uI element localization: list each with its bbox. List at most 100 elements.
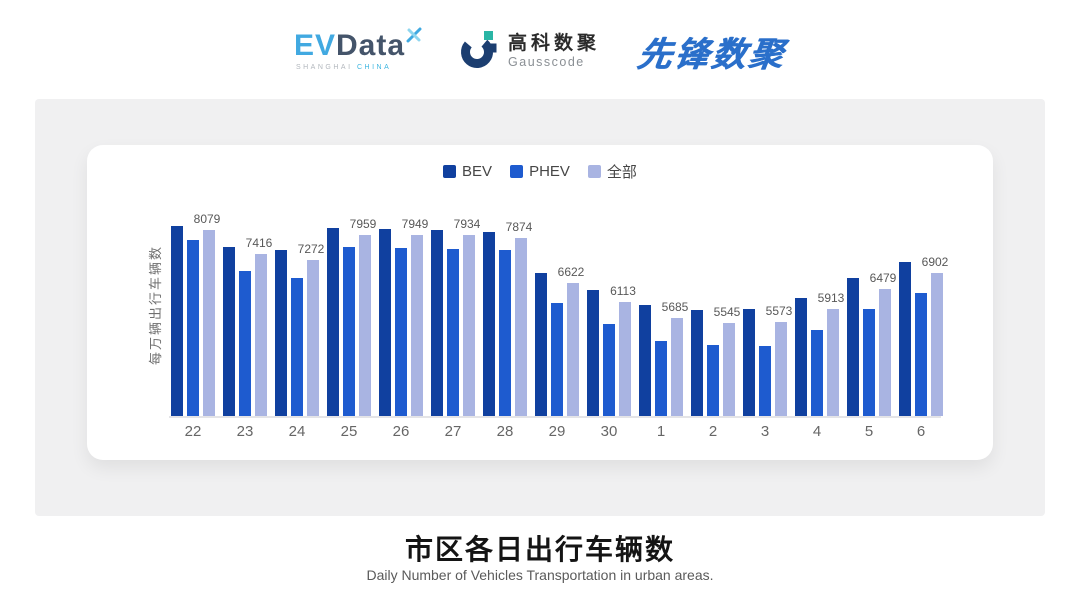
- gausscode-logo: 高科数聚 Gausscode: [459, 28, 600, 75]
- bar-value-label: 7272: [297, 241, 325, 256]
- x-axis-label: 23: [236, 423, 254, 440]
- bar-PHEV[interactable]: [707, 345, 719, 416]
- bar-BEV[interactable]: [483, 232, 495, 416]
- bar-PHEV[interactable]: [239, 271, 251, 416]
- bar-BEV[interactable]: [535, 272, 547, 416]
- bar-全部[interactable]: [619, 302, 631, 416]
- legend-item-BEV[interactable]: BEV: [443, 163, 492, 180]
- bar-BEV[interactable]: [899, 262, 911, 416]
- bar-全部[interactable]: [723, 322, 735, 416]
- plot-area: 8079 7416 7272 7959 7949 7934 7874 6622 6113 5685…: [167, 145, 949, 416]
- bar-BEV[interactable]: [795, 298, 807, 416]
- chart-legend: BEV PHEV 全部: [87, 161, 993, 182]
- bar-value-label: 7934: [453, 217, 481, 232]
- bar-BEV[interactable]: [587, 290, 599, 416]
- bar-BEV[interactable]: [743, 308, 755, 416]
- page-subtitle: Daily Number of Vehicles Transportation …: [366, 567, 714, 583]
- bar-PHEV[interactable]: [291, 278, 303, 416]
- bar-group: 7416: [219, 145, 272, 416]
- bar-PHEV[interactable]: [499, 250, 511, 416]
- legend-label: 全部: [606, 164, 637, 181]
- bar-PHEV[interactable]: [811, 330, 823, 416]
- page-title: 市区各日出行车辆数: [404, 534, 675, 565]
- bar-group: 6113: [583, 145, 636, 416]
- evdata-ev-text: EV: [293, 29, 336, 62]
- bar-全部[interactable]: [203, 230, 215, 416]
- bar-group: 7959: [323, 145, 376, 416]
- evdata-x-icon: [406, 19, 422, 49]
- bar-group: 7874: [479, 145, 532, 416]
- x-axis-label: 1: [656, 423, 666, 440]
- bar-group: 6622: [531, 145, 584, 416]
- bar-BEV[interactable]: [847, 277, 859, 416]
- bar-group: 6479: [843, 145, 897, 416]
- bar-全部[interactable]: [411, 234, 423, 416]
- bar-全部[interactable]: [255, 254, 267, 416]
- evdata-sub-china: CHINA: [356, 64, 392, 71]
- bar-全部[interactable]: [775, 321, 787, 416]
- bar-group: 5913: [791, 145, 844, 416]
- bar-group: 5685: [635, 145, 688, 416]
- bar-PHEV[interactable]: [655, 341, 667, 416]
- bar-BEV[interactable]: [275, 249, 287, 416]
- x-axis-line: [169, 416, 941, 418]
- bar-全部[interactable]: [671, 317, 683, 416]
- bar-全部[interactable]: [879, 288, 891, 416]
- bar-value-label: 7949: [401, 216, 429, 231]
- bar-BEV[interactable]: [327, 228, 339, 416]
- bar-PHEV[interactable]: [187, 239, 199, 416]
- bar-BEV[interactable]: [639, 304, 651, 416]
- x-axis-label: 3: [760, 423, 770, 440]
- x-axis-label: 22: [184, 423, 202, 440]
- legend-label: BEV: [462, 163, 493, 180]
- bar-PHEV[interactable]: [759, 346, 771, 416]
- bar-PHEV[interactable]: [447, 248, 459, 416]
- x-axis-label: 27: [444, 423, 462, 440]
- bar-全部[interactable]: [567, 283, 579, 416]
- x-axis-label: 6: [916, 423, 926, 440]
- bar-全部[interactable]: [359, 234, 371, 416]
- xianfeng-logo: 先锋数聚: [634, 35, 789, 74]
- bar-全部[interactable]: [827, 309, 839, 416]
- bar-BEV[interactable]: [379, 229, 391, 416]
- x-axis-label: 4: [812, 423, 822, 440]
- bar-BEV[interactable]: [171, 225, 183, 416]
- x-axis-label: 30: [600, 423, 618, 440]
- legend-marker-icon: [587, 165, 601, 178]
- bar-value-label: 6479: [869, 270, 897, 285]
- bar-group: 8079: [167, 145, 221, 416]
- gausscode-en-name: Gausscode: [508, 55, 585, 69]
- x-axis-label: 5: [864, 423, 874, 440]
- legend-item-PHEV[interactable]: PHEV: [510, 163, 570, 180]
- bar-PHEV[interactable]: [343, 246, 355, 416]
- bar-全部[interactable]: [515, 237, 527, 416]
- legend-label: PHEV: [529, 163, 570, 180]
- bar-group: 5545: [687, 145, 740, 416]
- bar-PHEV[interactable]: [551, 302, 563, 416]
- legend-marker-icon: [510, 165, 524, 178]
- legend-marker-icon: [443, 165, 457, 178]
- x-axis-label: 2: [708, 423, 718, 440]
- bar-value-label: 8079: [193, 212, 221, 227]
- bar-group: 5573: [739, 145, 792, 416]
- chart-card: BEV PHEV 全部 每万辆出行车辆数 8079 7416 7272 7959 7949 7…: [87, 145, 993, 460]
- bar-BEV[interactable]: [431, 229, 443, 416]
- evdata-logo: EVData SHANGHAI CHINA: [293, 27, 422, 71]
- bar-group: 6902: [895, 145, 949, 416]
- bar-全部[interactable]: [307, 259, 319, 416]
- bar-PHEV[interactable]: [395, 248, 407, 416]
- legend-item-全部[interactable]: 全部: [587, 161, 637, 182]
- x-axis-label: 25: [340, 423, 358, 440]
- chart-panel: BEV PHEV 全部 每万辆出行车辆数 8079 7416 7272 7959 7949 7…: [35, 99, 1045, 516]
- bar-全部[interactable]: [931, 273, 943, 416]
- bar-PHEV[interactable]: [863, 308, 875, 416]
- x-axis-label: 28: [496, 423, 514, 440]
- bar-BEV[interactable]: [691, 309, 703, 416]
- bar-PHEV[interactable]: [603, 324, 615, 416]
- bar-BEV[interactable]: [223, 246, 235, 416]
- gausscode-text: 高科数聚 Gausscode: [508, 33, 600, 69]
- bar-全部[interactable]: [463, 235, 475, 416]
- bar-value-label: 6902: [921, 255, 949, 270]
- bar-PHEV[interactable]: [915, 293, 927, 416]
- evdata-data-text: Data: [335, 29, 406, 62]
